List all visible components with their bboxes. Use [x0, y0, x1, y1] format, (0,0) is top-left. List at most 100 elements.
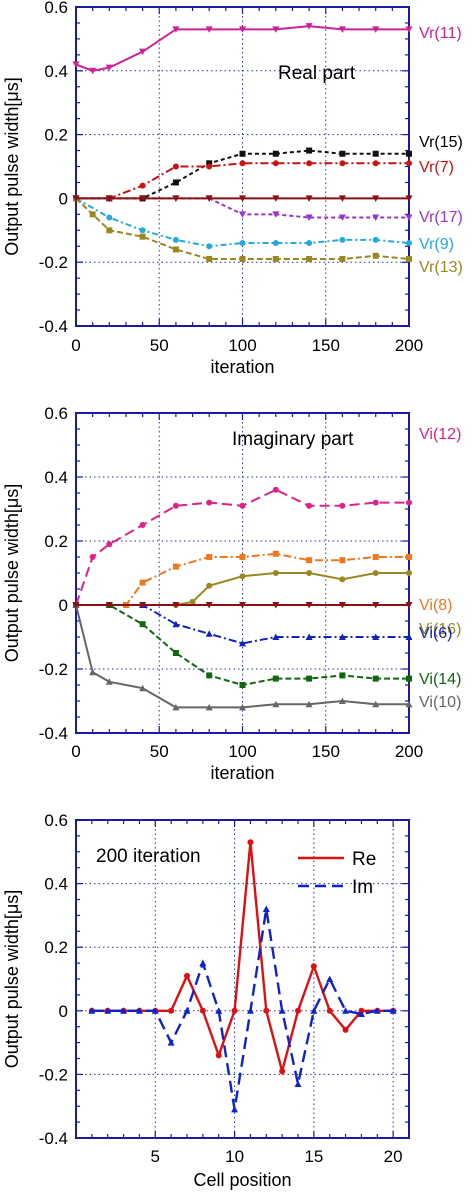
x-axis-label: iteration — [210, 357, 274, 377]
data-point — [89, 67, 97, 75]
data-point — [372, 195, 380, 202]
data-point — [151, 1007, 159, 1014]
data-point — [167, 1039, 175, 1046]
data-point — [89, 554, 96, 560]
data-point — [199, 1007, 206, 1014]
data-point — [239, 502, 246, 509]
y-axis-label: Output pulse width[μs] — [2, 77, 22, 255]
data-point — [272, 160, 279, 167]
data-point — [272, 675, 279, 682]
data-point — [306, 256, 313, 263]
series-line — [75, 25, 409, 72]
x-tick-label: 200 — [395, 336, 423, 355]
x-tick-label: 100 — [228, 336, 256, 355]
data-point — [172, 620, 180, 628]
data-point — [106, 227, 113, 234]
series-vi10: Vi(10) — [72, 601, 461, 711]
chart-annotation: Real part — [278, 63, 356, 84]
data-point — [306, 147, 313, 154]
data-point — [205, 630, 213, 637]
series-line — [75, 197, 410, 261]
data-point — [139, 684, 147, 692]
y-tick-label: -0.2 — [39, 660, 68, 679]
data-point — [372, 700, 380, 708]
data-point — [272, 570, 279, 576]
series-baseline — [72, 602, 413, 609]
data-point — [206, 554, 213, 560]
data-point — [205, 195, 213, 202]
series-line — [75, 488, 409, 606]
series-vr9: Vr(9) — [73, 195, 454, 253]
data-point — [72, 195, 80, 202]
y-axis-label: Output pulse width[μs] — [2, 890, 22, 1068]
data-point — [172, 703, 180, 711]
data-point — [405, 26, 413, 33]
data-point — [357, 1010, 365, 1017]
x-tick-label: 200 — [395, 742, 423, 761]
data-point — [139, 227, 146, 234]
data-point — [372, 150, 379, 157]
data-point — [294, 1080, 302, 1087]
legend-label: Im — [352, 877, 373, 898]
data-point — [306, 675, 313, 682]
data-point — [339, 150, 346, 157]
data-point — [373, 1007, 381, 1014]
data-point — [339, 576, 346, 583]
series-vi6: Vi(6) — [72, 601, 453, 647]
data-point — [326, 1007, 333, 1014]
y-tick-label: 0.4 — [44, 62, 68, 81]
data-point — [305, 195, 313, 202]
data-point — [172, 246, 179, 253]
data-point — [339, 160, 346, 167]
data-point — [239, 195, 246, 202]
data-point — [72, 61, 80, 68]
y-tick-label: 0.6 — [44, 0, 68, 17]
data-point — [338, 602, 346, 609]
data-point — [205, 602, 213, 609]
data-point — [206, 256, 213, 263]
data-point — [206, 163, 213, 170]
series-label: Vi(12) — [419, 426, 461, 443]
series-line — [75, 604, 409, 709]
data-point — [272, 195, 280, 202]
chart-panel-3: 5 10 15 20 -0.4 -0.2 0 0.2 0.4 0.6 Cell position Ou… — [2, 811, 410, 1190]
data-point — [272, 240, 279, 247]
data-point — [279, 1068, 286, 1075]
data-point — [305, 602, 313, 609]
data-point — [339, 256, 346, 263]
data-point — [372, 236, 379, 243]
data-point — [72, 602, 80, 609]
series-vi12: Vi(12) — [73, 426, 461, 608]
data-point — [306, 570, 313, 576]
series-vi14: Vi(14) — [73, 602, 461, 688]
legend: Re Im — [298, 849, 376, 898]
data-point — [106, 541, 113, 548]
series-label: Vr(9) — [419, 236, 454, 253]
series-vr15: Vr(15) — [73, 134, 463, 202]
data-point — [306, 502, 313, 509]
data-point — [372, 160, 379, 167]
data-point — [168, 1007, 175, 1014]
data-point — [239, 682, 246, 688]
series-vr13: Vr(13) — [73, 195, 463, 276]
data-point — [372, 675, 379, 682]
series-label: Vi(14) — [419, 671, 461, 688]
data-point — [139, 233, 146, 240]
series-line — [76, 162, 409, 200]
series-label: Vr(11) — [419, 25, 462, 42]
data-point — [338, 26, 346, 33]
series-im — [88, 905, 397, 1113]
chart-panel-2: 0 50 100 150 200 -0.4 -0.2 0 0.2 0.4 0.6 iteration O… — [2, 404, 461, 783]
data-point — [239, 573, 246, 580]
data-point — [262, 905, 270, 913]
y-tick-label: 0.2 — [44, 532, 68, 551]
data-point — [405, 700, 413, 708]
series-line — [76, 604, 409, 645]
data-point — [272, 602, 280, 609]
chart-annotation: 200 iteration — [96, 846, 201, 867]
x-tick-label: 5 — [151, 1147, 160, 1166]
data-point — [272, 550, 279, 557]
x-tick-label: 150 — [312, 336, 340, 355]
data-point — [89, 211, 96, 218]
